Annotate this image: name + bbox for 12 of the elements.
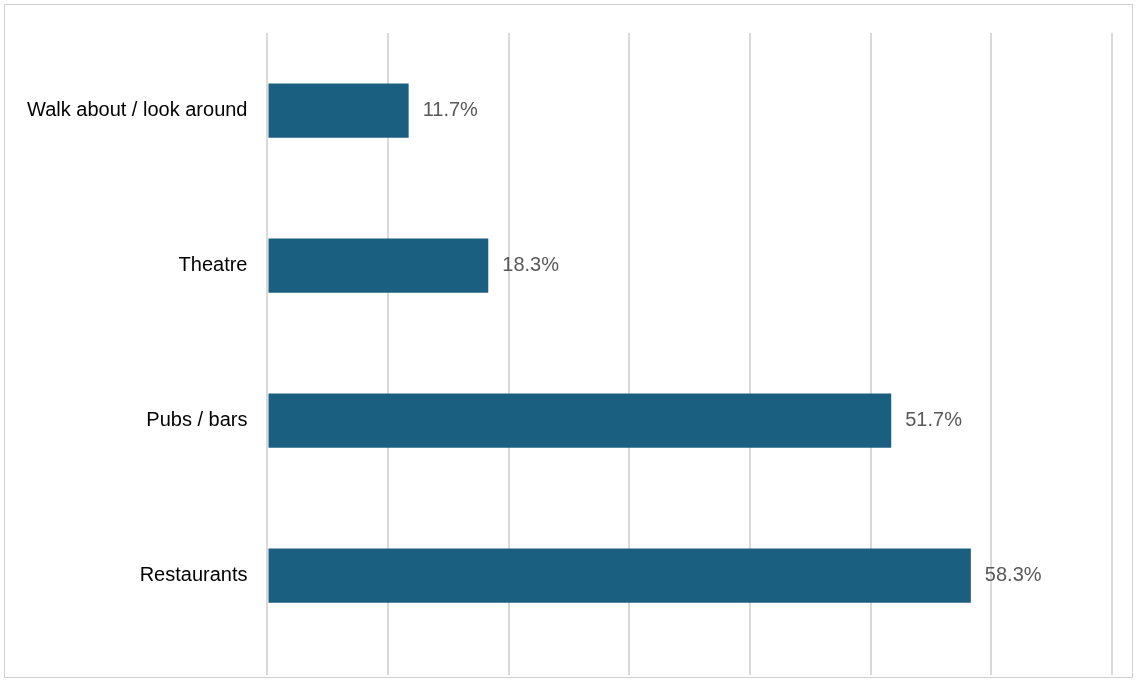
bar	[268, 83, 409, 138]
data-label: 51.7%	[905, 408, 963, 431]
y-tick-label: Pubs / bars	[146, 408, 248, 431]
y-tick-label: Restaurants	[139, 563, 248, 586]
y-tick-label: Theatre	[178, 253, 248, 276]
bar	[268, 238, 489, 293]
y-tick-label: Walk about / look around	[27, 98, 248, 121]
data-label: 58.3%	[984, 563, 1042, 586]
data-label: 18.3%	[502, 253, 560, 276]
bar	[268, 548, 971, 603]
data-label: 11.7%	[422, 98, 479, 121]
bar	[268, 393, 892, 448]
